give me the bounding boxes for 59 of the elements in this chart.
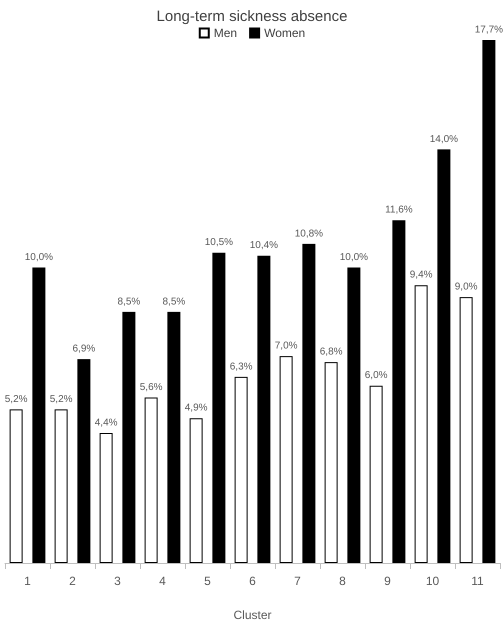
bar: [122, 312, 136, 563]
data-label: 7,0%: [274, 340, 298, 352]
x-tick-label: 3: [114, 574, 122, 588]
data-label: 6,3%: [230, 361, 253, 372]
bar: [347, 268, 360, 563]
data-label: 4,4%: [94, 417, 118, 428]
bar: [32, 268, 46, 563]
bar: [54, 409, 68, 563]
bar: [392, 220, 406, 563]
bar: [234, 376, 248, 563]
bar: [437, 149, 450, 563]
bar: [144, 398, 158, 563]
data-label: 10,4%: [250, 240, 278, 252]
data-label: 6,0%: [364, 370, 388, 382]
bar: [10, 409, 23, 563]
data-label: 10,0%: [340, 252, 368, 264]
x-tick-label: 4: [159, 574, 166, 588]
data-label: 4,9%: [184, 402, 208, 414]
data-label: 5,2%: [50, 394, 73, 405]
data-label: 9,4%: [410, 270, 433, 281]
data-label: 14,0%: [430, 134, 458, 145]
x-tick-label: 2: [69, 574, 76, 588]
chart-title: Long-term sickness absence: [156, 8, 348, 25]
data-label: 10,5%: [204, 237, 234, 248]
x-tick-label: 9: [384, 574, 392, 588]
bar: [324, 362, 338, 563]
bar: [460, 297, 473, 563]
x-tick-label: 6: [249, 574, 256, 588]
x-tick-label: 11: [471, 574, 484, 588]
legend-label: Men: [214, 26, 238, 40]
x-tick-label: 5: [204, 574, 212, 588]
data-label: 5,2%: [4, 394, 28, 405]
data-label: 10,8%: [294, 228, 324, 240]
bar: [280, 356, 293, 563]
x-tick-label: 1: [24, 574, 32, 588]
x-axis-title: Cluster: [233, 608, 272, 622]
data-label: 17,7%: [474, 24, 504, 36]
data-label: 8,5%: [117, 296, 140, 308]
data-label: 8,5%: [162, 296, 186, 308]
bar: [414, 285, 428, 563]
x-tick-label: 10: [426, 574, 440, 588]
bar: [77, 359, 90, 563]
x-tick-label: 8: [339, 574, 346, 588]
bar: [257, 256, 270, 563]
data-label: 9,0%: [454, 282, 478, 293]
bar: [482, 40, 496, 563]
data-label: 5,6%: [140, 382, 163, 394]
data-label: 10,0%: [24, 252, 54, 264]
data-label: 11,6%: [385, 204, 413, 216]
bar: [212, 252, 226, 563]
data-label: 6,9%: [72, 344, 96, 355]
x-tick-label: 7: [294, 574, 302, 588]
bar: [370, 386, 383, 563]
bar: [190, 418, 203, 563]
bar: [100, 432, 113, 563]
data-label: 6,8%: [320, 346, 343, 358]
legend-label: Women: [264, 26, 306, 40]
bar: [167, 312, 180, 563]
bar: [302, 244, 316, 563]
